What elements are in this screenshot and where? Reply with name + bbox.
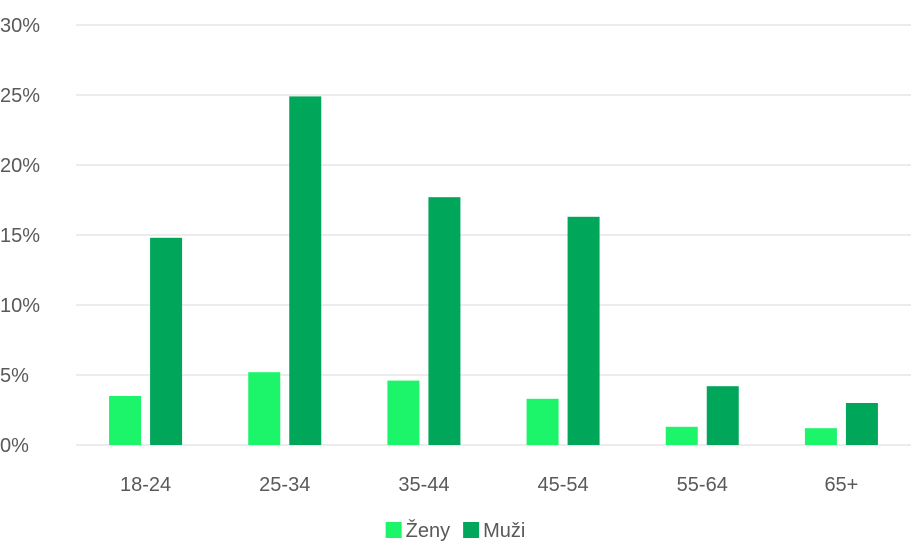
x-tick-label: 55-64 (677, 474, 728, 496)
x-tick-label: 45-54 (538, 474, 589, 496)
bar-mui-35-44 (428, 197, 461, 445)
y-axis: 0% 5% 10% 15% 20% 25% 30% (0, 15, 40, 457)
bar-eny-18-24 (109, 396, 142, 445)
legend-swatch (463, 522, 480, 538)
bar-mui-55-64 (706, 386, 739, 445)
legend-swatch (385, 522, 402, 538)
bar-mui-65+ (845, 403, 878, 445)
bars (109, 96, 878, 446)
y-tick-label: 10% (0, 295, 40, 317)
bar-eny-25-34 (248, 372, 281, 445)
x-axis: 18-24 25-34 35-44 45-54 55-64 65+ (120, 474, 858, 496)
x-tick-label: 25-34 (259, 474, 310, 496)
bar-eny-35-44 (387, 380, 420, 445)
y-tick-label: 25% (0, 85, 40, 107)
y-tick-label: 20% (0, 155, 40, 177)
legend-label: Muži (483, 520, 525, 542)
bar-eny-55-64 (665, 426, 698, 445)
bar-mui-45-54 (567, 216, 600, 445)
bar-eny-45-54 (526, 398, 559, 445)
y-tick-label: 0% (0, 435, 29, 457)
legend-label: Ženy (406, 519, 450, 542)
legend: Ženy Muži (385, 519, 525, 542)
bar-mui-18-24 (150, 237, 183, 445)
x-tick-label: 65+ (824, 474, 858, 496)
y-tick-label: 15% (0, 225, 40, 247)
bar-mui-25-34 (289, 96, 322, 446)
y-tick-label: 30% (0, 15, 40, 37)
y-tick-label: 5% (0, 365, 29, 387)
x-tick-label: 18-24 (120, 474, 171, 496)
gridlines (76, 24, 911, 446)
x-tick-label: 35-44 (398, 474, 449, 496)
bar-eny-65+ (804, 428, 837, 445)
